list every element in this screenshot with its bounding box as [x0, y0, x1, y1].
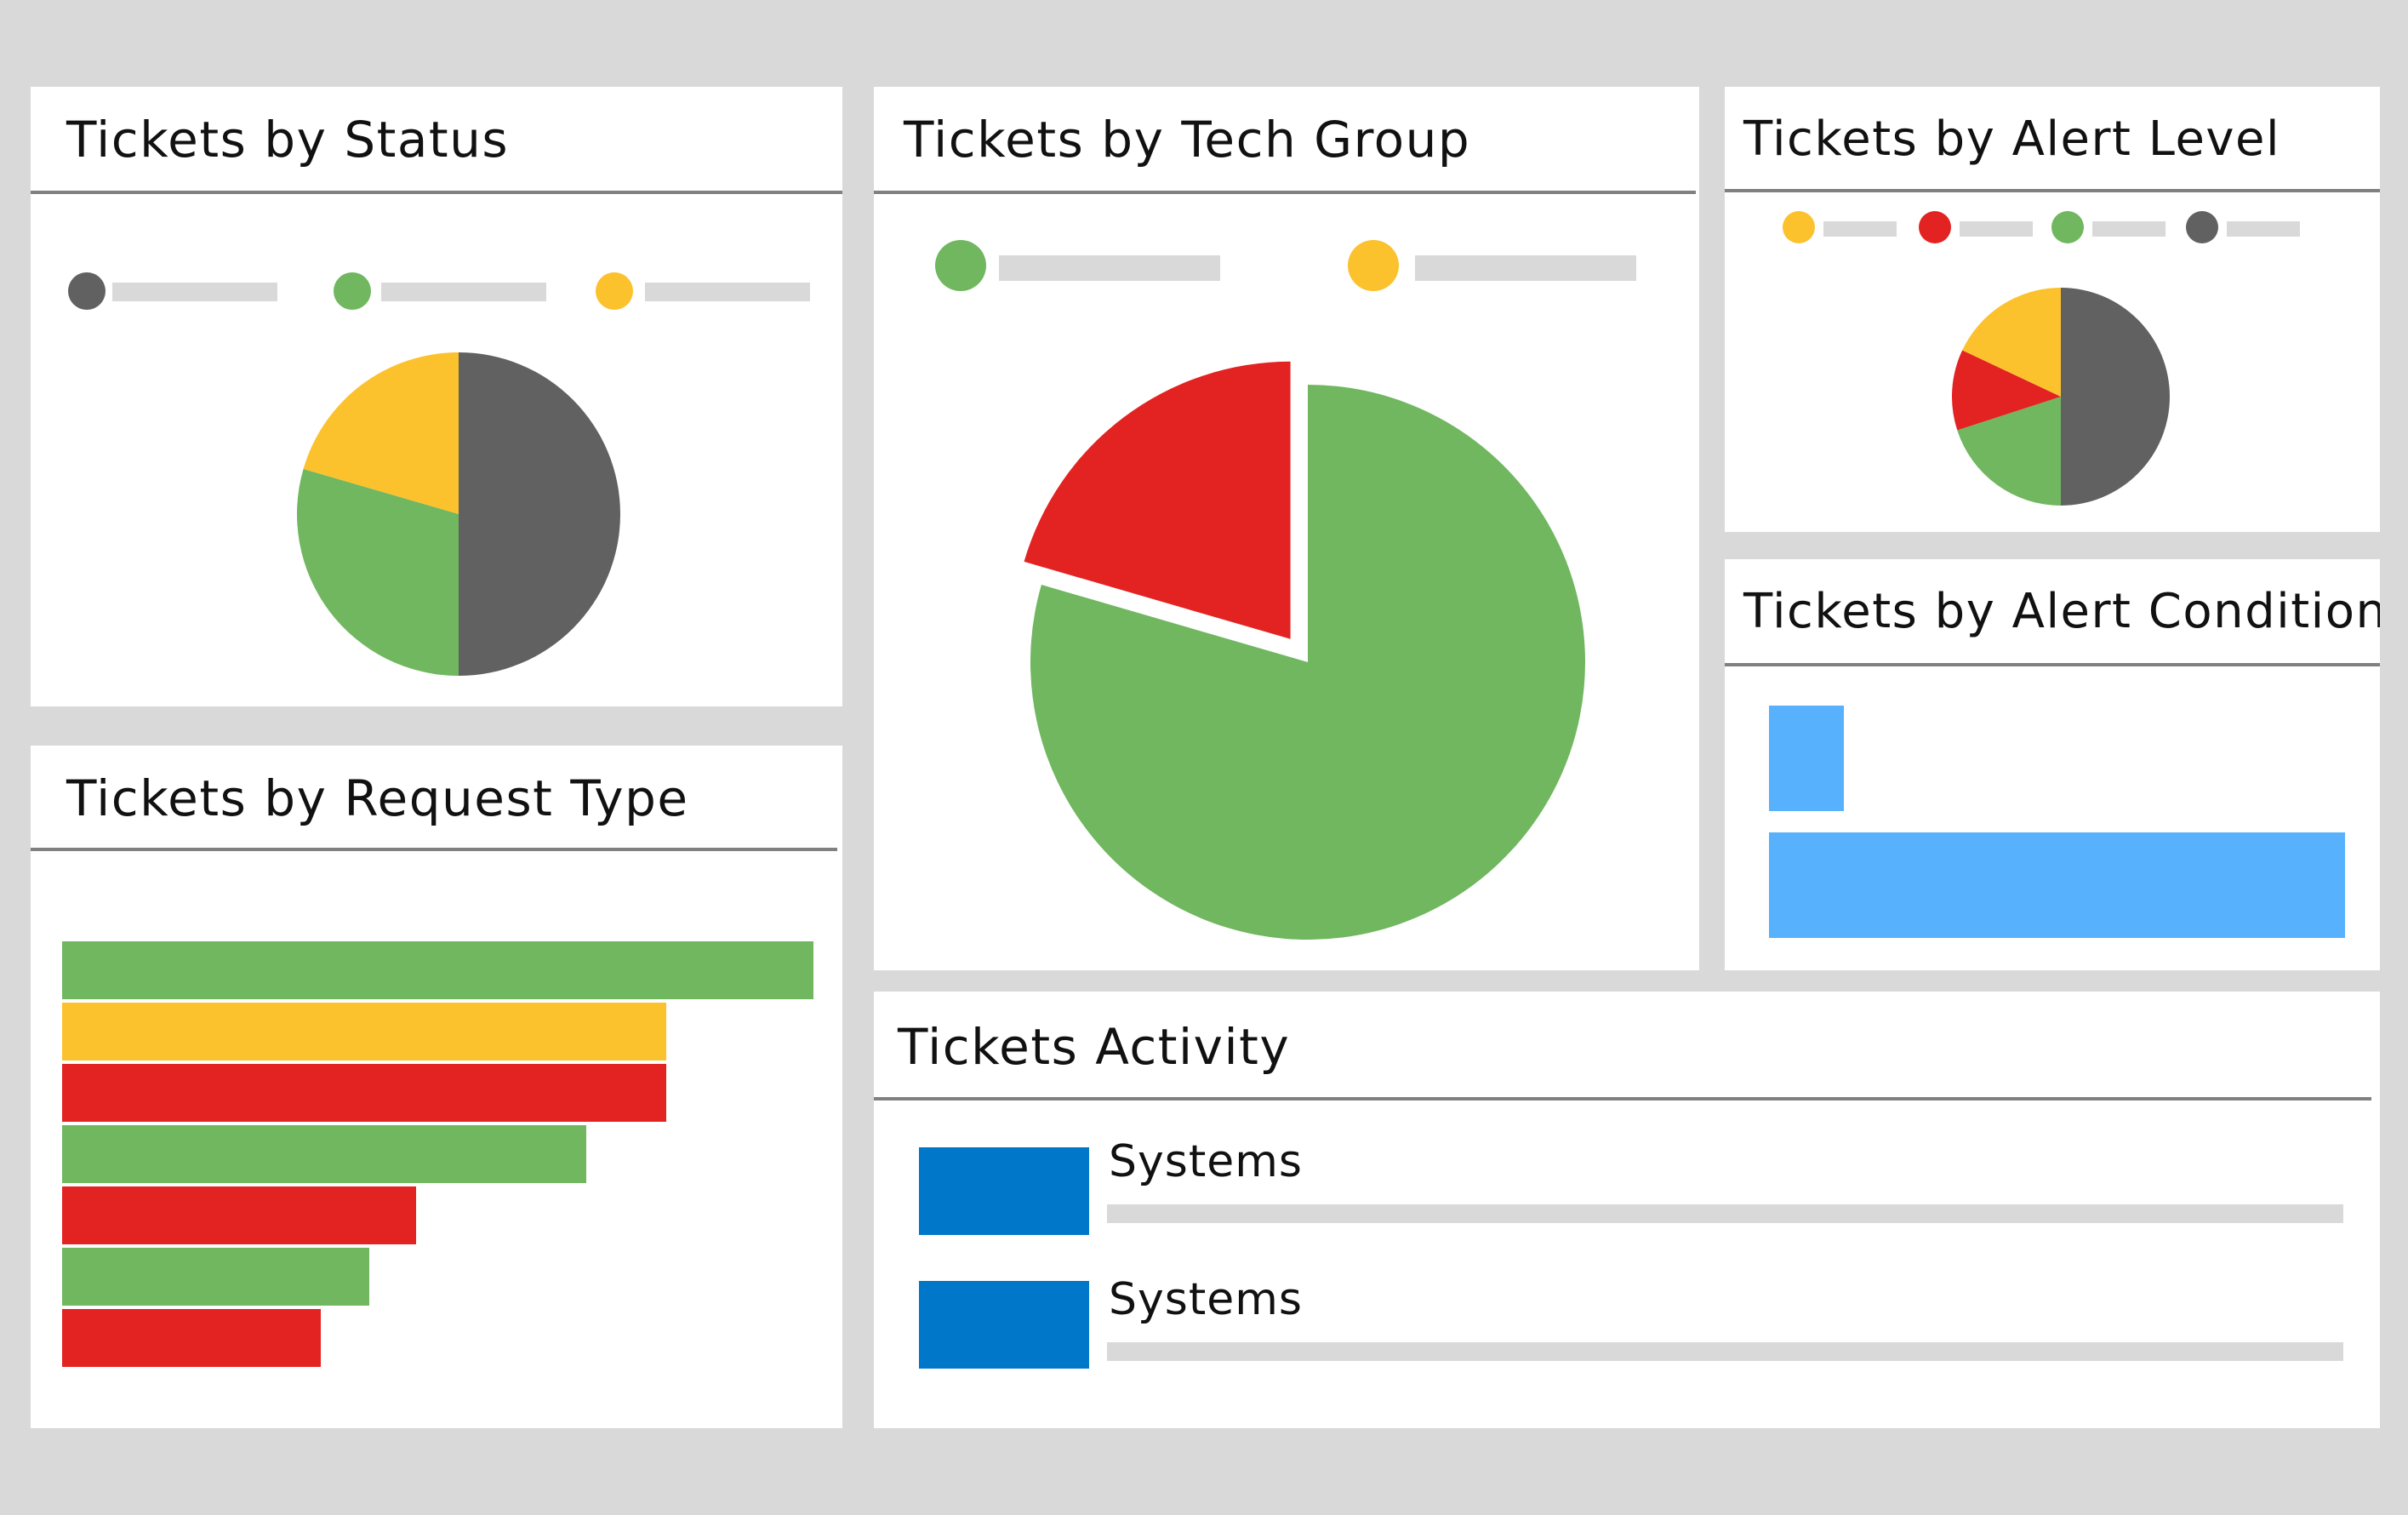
pie-slice[interactable]: [459, 352, 620, 676]
bar[interactable]: [62, 1248, 370, 1306]
panel-title: Tickets by Tech Group: [904, 111, 1471, 169]
title-divider: [874, 1097, 2371, 1101]
bar[interactable]: [62, 1064, 666, 1122]
legend-swatch-icon: [1919, 211, 1951, 243]
pie-slice[interactable]: [297, 468, 459, 676]
bar[interactable]: [62, 1186, 416, 1244]
legend-swatch-icon: [1348, 240, 1399, 291]
activity-progress-track: [1107, 1204, 2343, 1223]
bar[interactable]: [62, 1125, 587, 1183]
legend-placeholder: [112, 283, 277, 301]
tech-group-pie-chart: [1024, 361, 1585, 940]
alert-condition-panel: Tickets by Alert Condition: [1725, 559, 2380, 970]
legend-swatch-icon: [2186, 211, 2218, 243]
title-divider: [31, 848, 837, 851]
legend-placeholder: [1415, 255, 1636, 281]
alert-level-panel: Tickets by Alert Level: [1725, 87, 2380, 532]
bar[interactable]: [1769, 832, 2345, 938]
status-pie-chart: [297, 352, 620, 676]
pie-slice[interactable]: [303, 352, 459, 514]
legend-placeholder: [1960, 221, 2033, 237]
legend-placeholder: [2092, 221, 2165, 237]
legend-swatch-icon: [1783, 211, 1815, 243]
systems-icon: [919, 1281, 1089, 1369]
systems-icon: [919, 1147, 1089, 1235]
bar[interactable]: [1769, 706, 1844, 811]
activity-panel: Tickets Activity Systems Systems: [874, 992, 2380, 1428]
bar[interactable]: [62, 1003, 666, 1060]
panel-title: Tickets by Request Type: [66, 769, 689, 827]
title-divider: [1725, 189, 2380, 192]
legend-placeholder: [1823, 221, 1897, 237]
bar[interactable]: [62, 941, 813, 999]
legend-placeholder: [645, 283, 810, 301]
title-divider: [874, 191, 1696, 194]
pie-slice[interactable]: [1962, 288, 2061, 397]
legend-placeholder: [999, 255, 1220, 281]
legend-swatch-icon: [334, 272, 371, 310]
status-panel: Tickets by Status: [31, 87, 842, 706]
panel-title: Tickets by Alert Level: [1743, 111, 2281, 167]
bar[interactable]: [62, 1309, 321, 1367]
panel-title: Tickets by Status: [66, 111, 510, 169]
request-type-panel: Tickets by Request Type: [31, 746, 842, 1428]
legend-placeholder: [2227, 221, 2300, 237]
title-divider: [31, 191, 842, 194]
activity-progress-track: [1107, 1342, 2343, 1361]
legend-swatch-icon: [596, 272, 633, 310]
activity-item-label: Systems: [1109, 1136, 1303, 1187]
panel-title: Tickets by Alert Condition: [1743, 584, 2380, 639]
pie-slice[interactable]: [1957, 397, 2061, 506]
pie-slice[interactable]: [2061, 288, 2170, 506]
pie-slice[interactable]: [1952, 350, 2061, 431]
pie-slice[interactable]: [1030, 385, 1585, 940]
panel-title: Tickets Activity: [898, 1018, 1291, 1076]
legend-swatch-icon: [2051, 211, 2084, 243]
title-divider: [1725, 663, 2380, 666]
legend-placeholder: [381, 283, 546, 301]
alert-level-pie-chart: [1952, 288, 2170, 506]
legend-swatch-icon: [935, 240, 986, 291]
activity-item-label: Systems: [1109, 1274, 1303, 1325]
pie-slice[interactable]: [1024, 361, 1291, 639]
legend-swatch-icon: [68, 272, 106, 310]
tech-group-panel: Tickets by Tech Group: [874, 87, 1699, 970]
